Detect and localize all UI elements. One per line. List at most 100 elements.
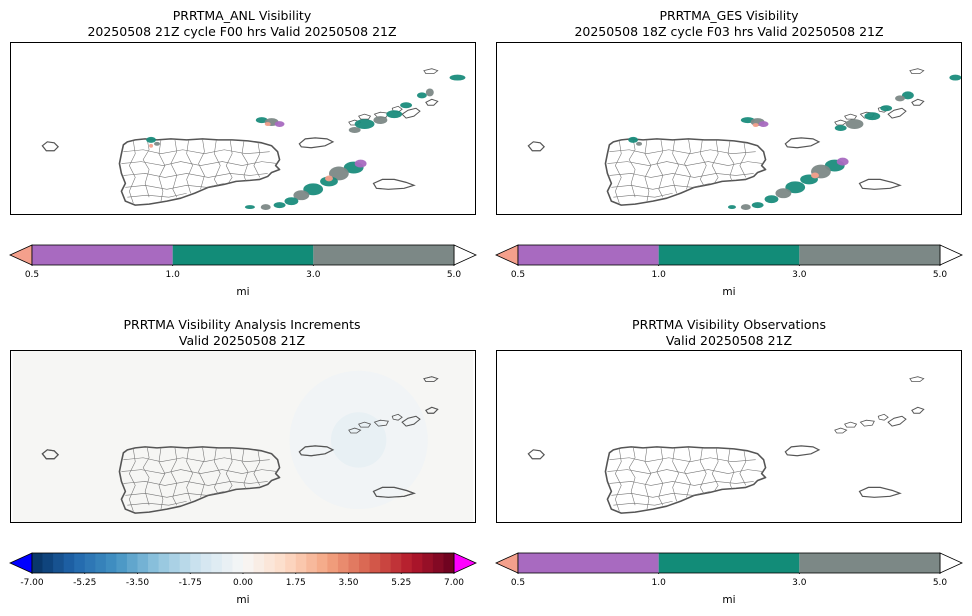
- colorbar-anl: 0.5 1.0 3.0 5.0 mi: [9, 244, 477, 304]
- colorbar-segment: [799, 553, 940, 573]
- colorbar-segment: [348, 553, 360, 573]
- colorbar-segment: [380, 553, 392, 573]
- colorbar-units-label: mi: [236, 594, 250, 606]
- colorbar-graphic: [9, 244, 477, 266]
- colorbar-under-arrow: [9, 244, 33, 266]
- colorbar-units-label: mi: [722, 286, 736, 298]
- colorbar-units-label: mi: [722, 594, 736, 606]
- colorbar-ges: 0.5 1.0 3.0 5.0 mi: [495, 244, 963, 304]
- colorbar-over-arrow: [939, 244, 963, 266]
- colorbar-segment: [658, 245, 800, 265]
- panel-title-ges-line1: PRRTMA_GES Visibility: [659, 8, 799, 23]
- colorbar-segment: [158, 553, 170, 573]
- colorbar-tick-label: 1.0: [165, 270, 180, 280]
- colorbar-tick-label: -1.75: [178, 578, 202, 588]
- colorbar-segment: [179, 553, 191, 573]
- colorbar-under-arrow: [495, 244, 519, 266]
- colorbar-tick-label: 7.00: [443, 578, 465, 588]
- colorbar-segment: [443, 553, 455, 573]
- colorbar-tick-label: 3.0: [306, 270, 321, 280]
- colorbar-tick-label: 5.0: [446, 270, 462, 280]
- colorbar-segment: [172, 245, 314, 265]
- colorbar-segment: [95, 553, 107, 573]
- colorbar-segment: [116, 553, 128, 573]
- colorbar-segment: [422, 553, 434, 573]
- colorbar-under-arrow: [495, 552, 519, 574]
- colorbar-segment: [148, 553, 159, 573]
- colorbar-segment: [337, 553, 349, 573]
- panel-title-anl-line2: 20250508 21Z cycle F00 hrs Valid 2025050…: [87, 24, 397, 39]
- panel-title-obs: PRRTMA Visibility Observations Valid 202…: [496, 317, 962, 349]
- map-panel-anl: [10, 42, 476, 215]
- colorbar-tick-label: 0.5: [24, 270, 40, 280]
- panel-title-ges: PRRTMA_GES Visibility 20250508 18Z cycle…: [496, 8, 962, 40]
- map-panel-obs: [496, 350, 962, 523]
- map-canvas-inc: [12, 351, 474, 522]
- colorbar-segment: [285, 553, 297, 573]
- colorbar-segment: [327, 553, 339, 573]
- colorbar-segment: [232, 553, 244, 573]
- colorbar-segment: [190, 553, 202, 573]
- colorbar-segment: [658, 553, 800, 573]
- colorbar-segment: [74, 553, 86, 573]
- colorbar-segment: [32, 553, 43, 573]
- panel-title-anl-line1: PRRTMA_ANL Visibility: [172, 8, 312, 23]
- colorbar-segment: [316, 553, 328, 573]
- colorbar-tick-label: 0.5: [510, 578, 526, 588]
- colorbar-tick-label: 0.5: [510, 270, 526, 280]
- colorbar-tick-label: 3.0: [792, 270, 807, 280]
- colorbar-segment: [313, 245, 454, 265]
- colorbar-segment: [105, 553, 117, 573]
- colorbar-over-arrow: [453, 244, 477, 266]
- colorbar-segment: [243, 553, 254, 573]
- colorbar-segment: [411, 553, 423, 573]
- map-canvas-obs: [498, 351, 960, 522]
- colorbar-segment: [432, 553, 444, 573]
- colorbar-segment: [53, 553, 65, 573]
- colorbar-segment: [84, 553, 96, 573]
- colorbar-segment: [221, 553, 233, 573]
- panel-title-inc-line1: PRRTMA Visibility Analysis Increments: [123, 317, 361, 332]
- colorbar-segment: [169, 553, 181, 573]
- colorbar-over-arrow: [453, 552, 477, 574]
- colorbar-graphic: [495, 244, 963, 266]
- colorbar-segment: [274, 553, 286, 573]
- panel-title-obs-line2: Valid 20250508 21Z: [665, 333, 793, 348]
- colorbar-under-arrow: [9, 552, 33, 574]
- colorbar-segment: [295, 553, 307, 573]
- colorbar-segment: [42, 553, 54, 573]
- colorbar-inc: -7.00 -5.25 -3.50 -1.75 0.00 1.75 3.50 5.25 7.00…: [9, 552, 477, 612]
- colorbar-over-arrow: [939, 552, 963, 574]
- map-canvas-ges: [498, 43, 961, 214]
- colorbar-segment: [264, 553, 276, 573]
- colorbar-tick-label: 3.0: [792, 578, 807, 588]
- colorbar-segment: [63, 553, 75, 573]
- colorbar-segment: [401, 553, 413, 573]
- colorbar-tick-label: 5.25: [391, 578, 412, 588]
- colorbar-segment: [32, 245, 173, 265]
- colorbar-tick-label: 5.0: [932, 578, 948, 588]
- colorbar-segment: [126, 553, 138, 573]
- colorbar-units-label: mi: [236, 286, 250, 298]
- colorbar-tick-label: 5.0: [932, 270, 948, 280]
- colorbar-graphic: [9, 552, 477, 574]
- colorbar-tick-label: 1.0: [651, 578, 666, 588]
- map-canvas-anl: [12, 43, 474, 214]
- colorbar-tick-label: 1.75: [285, 578, 306, 588]
- colorbar-segment: [137, 553, 149, 573]
- colorbar-segment: [390, 553, 402, 573]
- colorbar-segment: [799, 245, 940, 265]
- colorbar-tick-label: -3.50: [125, 578, 150, 588]
- colorbar-segment: [359, 553, 370, 573]
- colorbar-segment: [253, 553, 265, 573]
- panel-title-inc: PRRTMA Visibility Analysis Increments Va…: [9, 317, 475, 349]
- colorbar-segment: [200, 553, 212, 573]
- map-panel-inc: [10, 350, 476, 523]
- colorbar-tick-label: 3.50: [338, 578, 359, 588]
- panel-title-ges-line2: 20250508 18Z cycle F03 hrs Valid 2025050…: [574, 24, 884, 39]
- colorbar-tick-label: -5.25: [73, 578, 97, 588]
- colorbar-segment: [211, 553, 223, 573]
- colorbar-segment: [518, 245, 659, 265]
- panel-title-inc-line2: Valid 20250508 21Z: [178, 333, 306, 348]
- colorbar-segment: [306, 553, 318, 573]
